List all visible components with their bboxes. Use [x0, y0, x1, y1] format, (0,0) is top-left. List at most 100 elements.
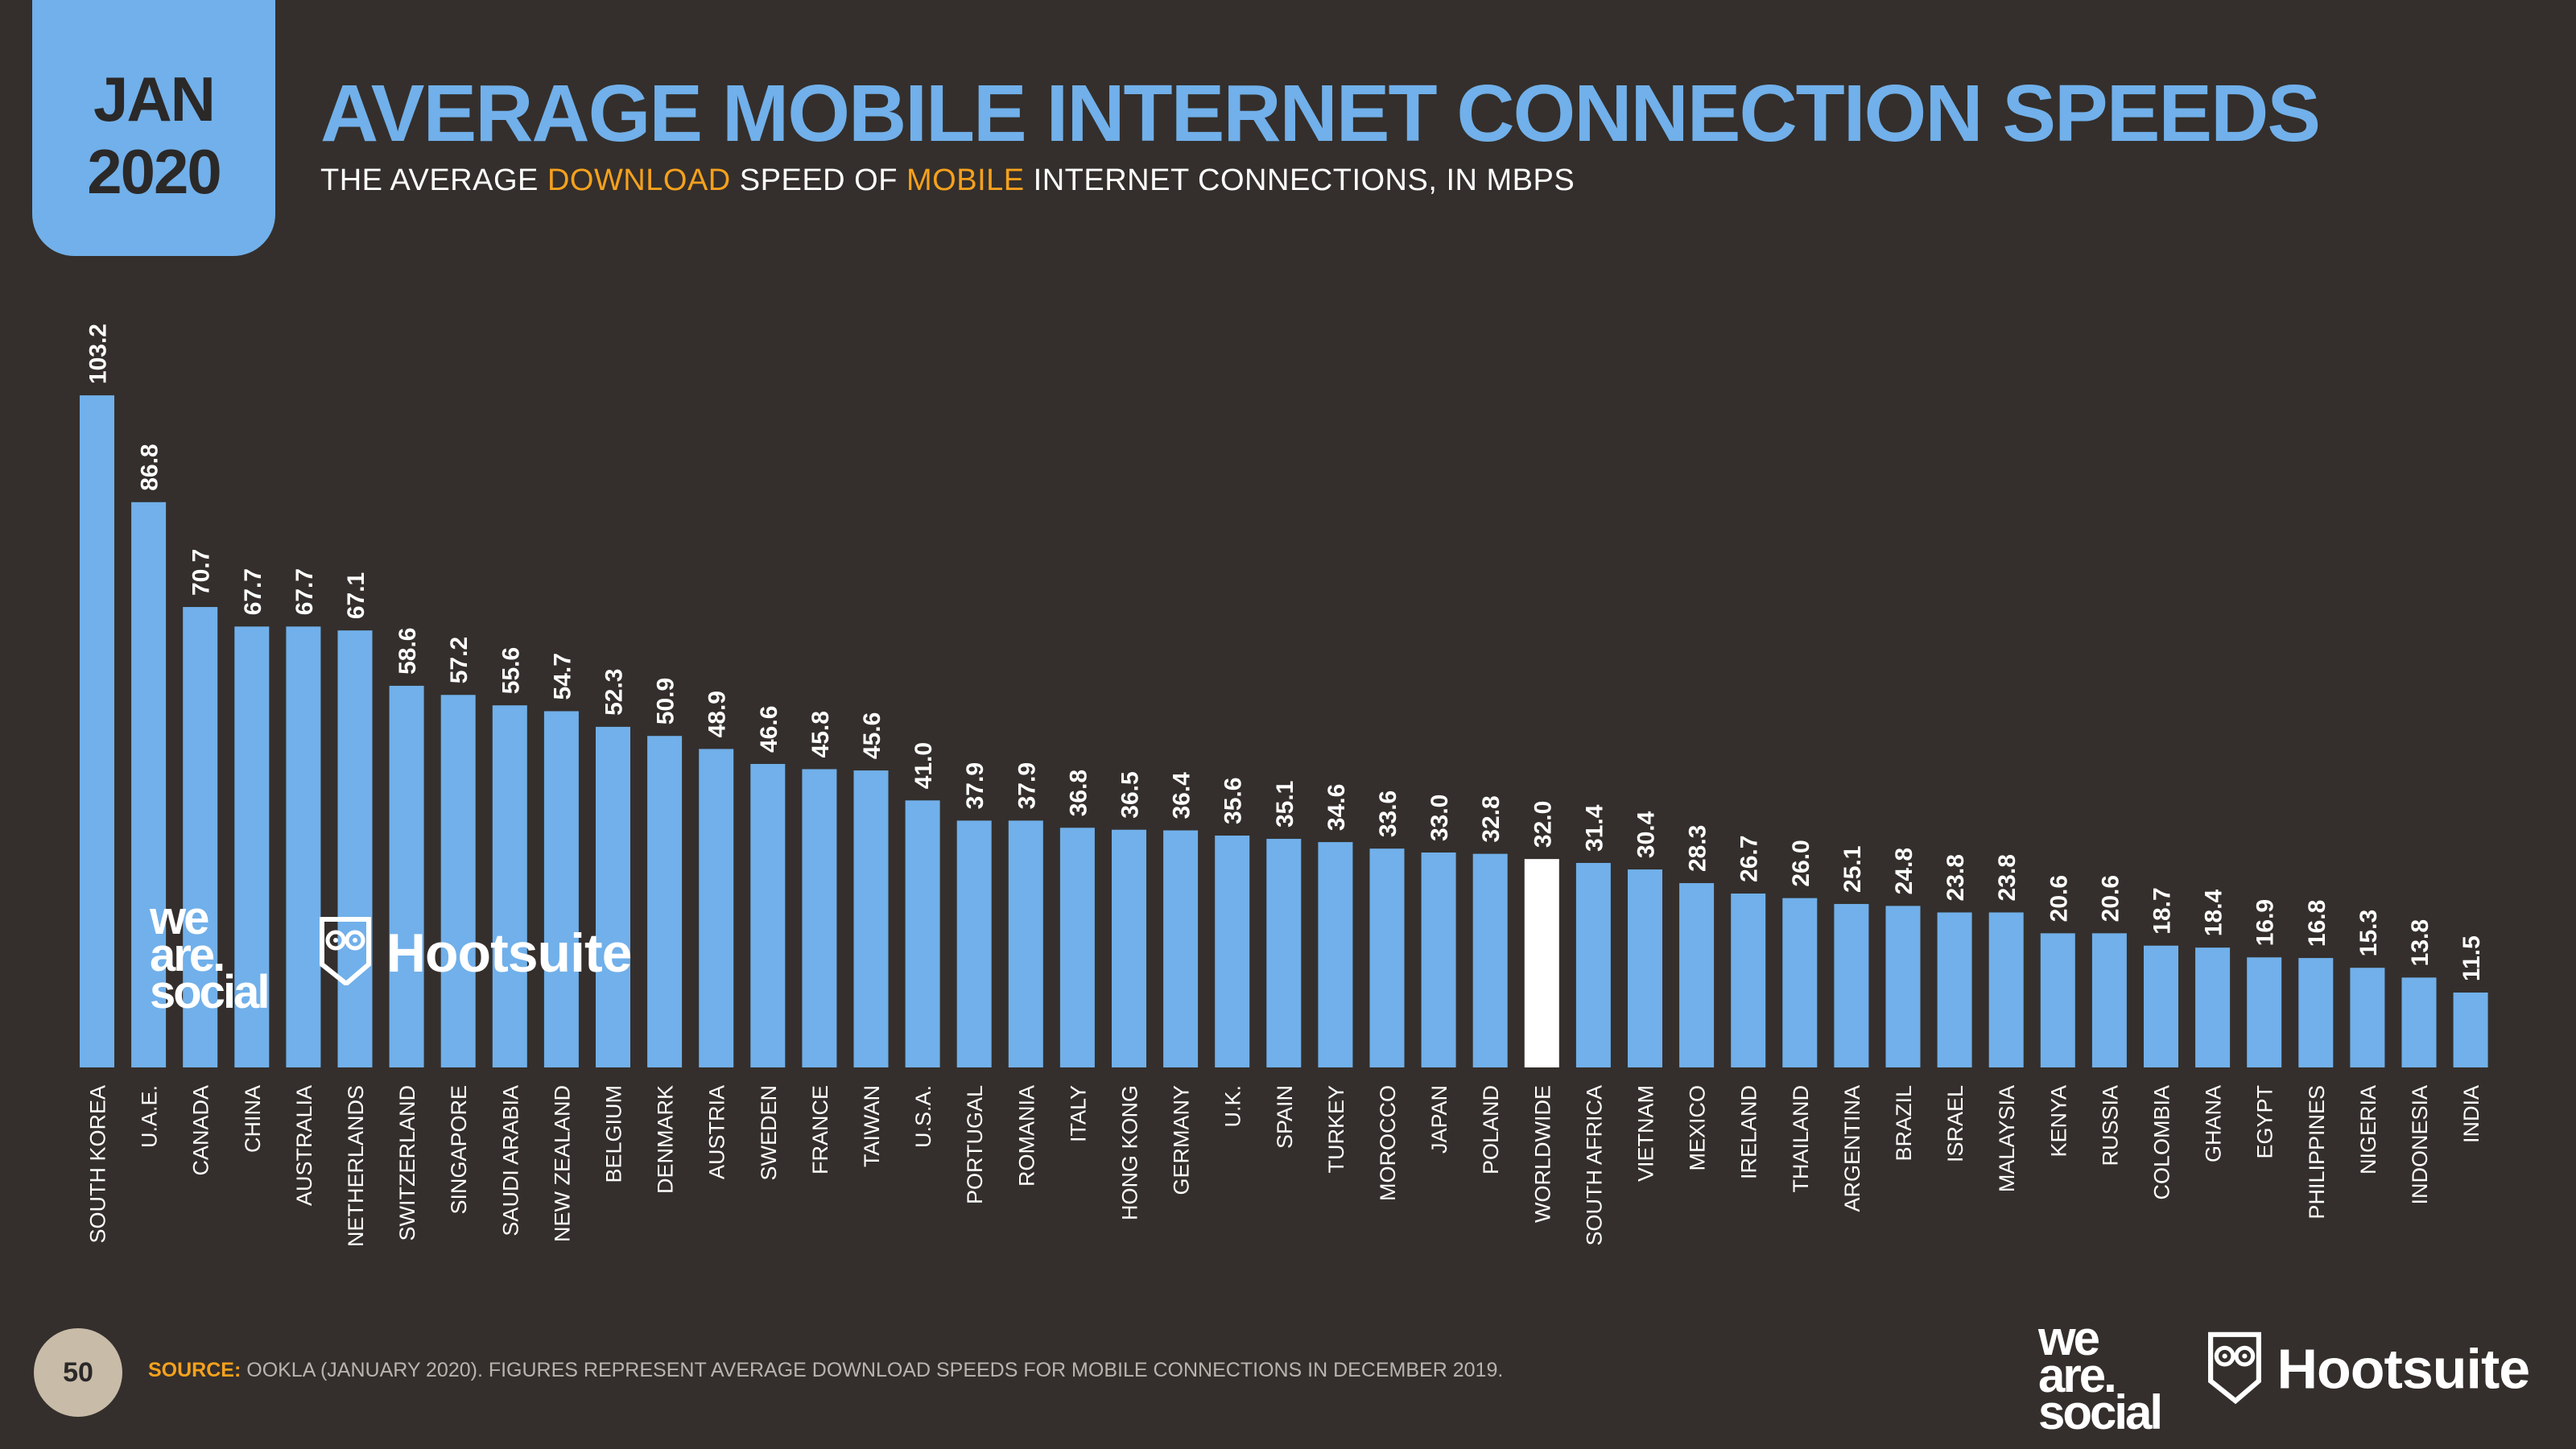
- category-label: FRANCE: [808, 1085, 832, 1174]
- bar-thailand: [1782, 898, 1818, 1067]
- bar-argentina: [1834, 903, 1869, 1067]
- value-label: 55.6: [497, 647, 524, 694]
- bar-kenya: [2040, 933, 2075, 1067]
- bar-saudi-arabia: [492, 705, 527, 1067]
- subtitle-part-3: INTERNET CONNECTIONS, IN MBPS: [1024, 163, 1575, 197]
- bar-new-zealand: [543, 711, 579, 1067]
- category-label: AUSTRALIA: [292, 1085, 316, 1206]
- bar-brazil: [1885, 906, 1921, 1067]
- value-label: 16.9: [2252, 899, 2279, 946]
- category-label: DENMARK: [654, 1085, 678, 1194]
- category-label: U.S.A.: [911, 1085, 935, 1148]
- we-are-social-watermark: we are. social: [150, 895, 270, 1016]
- logo-we: we: [2038, 1311, 2100, 1365]
- bar-u-k: [1215, 835, 1250, 1067]
- category-label: HONG KONG: [1118, 1085, 1142, 1220]
- category-label: GERMANY: [1170, 1085, 1194, 1195]
- bar-russia: [2091, 933, 2127, 1067]
- category-label: INDIA: [2459, 1085, 2483, 1143]
- logo-hootsuite: Hootsuite: [2277, 1337, 2530, 1401]
- value-label: 36.4: [1169, 772, 1195, 819]
- value-label: 32.8: [1478, 795, 1505, 842]
- category-label: MALAYSIA: [1995, 1085, 2019, 1192]
- category-label: POLAND: [1479, 1085, 1503, 1174]
- category-label: ITALY: [1066, 1085, 1090, 1142]
- value-label: 36.5: [1117, 771, 1144, 818]
- owl-icon: [319, 916, 372, 998]
- bar-taiwan: [853, 770, 889, 1067]
- watermark-are: are.: [150, 929, 225, 981]
- bar-singapore: [440, 695, 476, 1067]
- subtitle-part-1: THE AVERAGE: [320, 163, 547, 197]
- value-label: 35.1: [1272, 781, 1298, 828]
- category-label: EGYPT: [2253, 1085, 2277, 1159]
- category-label: CANADA: [189, 1085, 213, 1176]
- value-label: 103.2: [85, 324, 112, 384]
- bar-sweden: [750, 764, 786, 1067]
- bar-netherlands: [337, 630, 373, 1067]
- source-text: OOKLA (JANUARY 2020). FIGURES REPRESENT …: [241, 1359, 1504, 1381]
- value-label: 23.8: [1942, 854, 1969, 901]
- bar-colombia: [2144, 945, 2178, 1067]
- date-month: JAN: [93, 64, 216, 134]
- bar-hong-kong: [1112, 829, 1146, 1067]
- category-label: NIGERIA: [2356, 1085, 2380, 1174]
- category-label: ARGENTINA: [1840, 1085, 1864, 1212]
- value-label: 45.6: [859, 712, 886, 759]
- date-year: 2020: [87, 136, 222, 207]
- value-label: 33.0: [1426, 795, 1453, 841]
- category-label: U.K.: [1221, 1085, 1245, 1128]
- logo-social: social: [2038, 1385, 2163, 1439]
- bar-u-a-e: [131, 502, 167, 1067]
- value-label: 11.5: [2458, 935, 2485, 981]
- bar-worldwide: [1524, 859, 1559, 1067]
- bar-germany: [1163, 830, 1199, 1067]
- category-label: SWITZERLAND: [395, 1085, 419, 1241]
- value-label: 23.8: [1994, 854, 2021, 901]
- value-label: 25.1: [1839, 846, 1866, 893]
- category-label: SOUTH KOREA: [86, 1085, 110, 1244]
- bar-vietnam: [1628, 869, 1662, 1067]
- category-label: PORTUGAL: [963, 1085, 987, 1204]
- category-label: COLOMBIA: [2150, 1085, 2174, 1200]
- bar-egypt: [2247, 957, 2282, 1067]
- value-label: 18.7: [2149, 887, 2176, 934]
- bar-turkey: [1318, 842, 1353, 1067]
- value-label: 45.8: [807, 711, 834, 758]
- category-label: INDONESIA: [2408, 1085, 2432, 1205]
- category-label: TAIWAN: [860, 1085, 884, 1167]
- category-label: TURKEY: [1324, 1085, 1348, 1174]
- subtitle-part-2: SPEED OF: [730, 163, 907, 197]
- value-label: 46.6: [756, 706, 782, 753]
- bar-canada: [183, 607, 218, 1067]
- value-label: 67.7: [240, 568, 266, 615]
- category-label: VIETNAM: [1634, 1085, 1658, 1182]
- category-label: JAPAN: [1427, 1085, 1451, 1154]
- bar-romania: [1008, 820, 1043, 1067]
- category-label: MOROCCO: [1376, 1085, 1400, 1201]
- bar-philippines: [2298, 958, 2334, 1067]
- value-label: 26.0: [1788, 840, 1814, 886]
- bar-australia: [286, 626, 321, 1067]
- value-label: 67.1: [343, 572, 369, 619]
- bar-austria: [699, 749, 734, 1067]
- value-label: 28.3: [1685, 825, 1711, 872]
- page-title: AVERAGE MOBILE INTERNET CONNECTION SPEED…: [320, 68, 2321, 159]
- bar-india: [2453, 992, 2488, 1067]
- bar-ghana: [2195, 947, 2231, 1067]
- bar-belgium: [596, 726, 630, 1067]
- source-note: SOURCE: OOKLA (JANUARY 2020). FIGURES RE…: [148, 1359, 1503, 1382]
- category-label: SPAIN: [1273, 1085, 1297, 1149]
- page-number: 50: [34, 1328, 122, 1417]
- category-label: ROMANIA: [1014, 1085, 1038, 1187]
- value-label: 70.7: [188, 549, 215, 596]
- value-label: 20.6: [2046, 875, 2072, 922]
- category-label: SWEDEN: [757, 1085, 781, 1181]
- value-label: 15.3: [2355, 910, 2382, 956]
- category-label: THAILAND: [1789, 1085, 1813, 1193]
- category-label: ISRAEL: [1943, 1085, 1967, 1162]
- value-label: 31.4: [1581, 804, 1608, 852]
- watermark-hootsuite: Hootsuite: [386, 922, 633, 984]
- category-label: AUSTRIA: [705, 1085, 729, 1179]
- value-label: 32.0: [1530, 801, 1556, 848]
